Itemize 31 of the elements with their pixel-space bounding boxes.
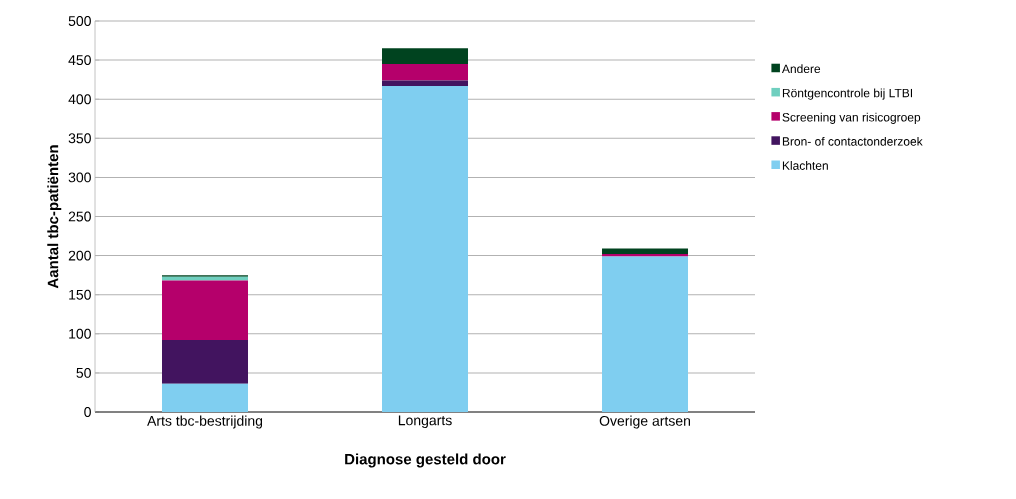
bar (602, 256, 689, 412)
legend-label: Röntgencontrole bij LTBI (782, 88, 913, 100)
y-tick-label: 250 (68, 211, 91, 222)
x-tick-label: Longarts (398, 415, 452, 429)
y-tick-label: 50 (76, 367, 91, 378)
y-tick-label: 100 (69, 328, 91, 339)
legend-label: Screening van risicogroep (782, 112, 921, 124)
x-tick-label: Overige artsen (599, 415, 690, 429)
y-tick-label: 450 (68, 55, 91, 66)
y-tick-label: 500 (68, 16, 91, 26)
bar (602, 248, 689, 255)
y-axis-title: Aantal tbc-patiënten (47, 145, 62, 289)
x-axis-title: Diagnose gesteld door (345, 453, 506, 468)
y-tick-label: 300 (68, 172, 91, 183)
bar (382, 48, 468, 65)
legend-label: Klachten (782, 161, 828, 170)
bar (382, 85, 468, 412)
y-tick-label: 400 (68, 94, 91, 105)
bar (162, 276, 249, 281)
bar (162, 280, 249, 341)
y-tick-label: 200 (68, 250, 91, 261)
bar (162, 340, 249, 384)
legend-label: Bron- of contactonderzoek (782, 136, 923, 146)
y-tick-label: 150 (69, 289, 91, 300)
bar (162, 383, 249, 412)
bar (382, 64, 468, 81)
x-tick-label: Arts tbc-bestrijding (147, 415, 263, 429)
bar (382, 80, 468, 86)
y-tick-label: 350 (68, 133, 91, 144)
legend-label: Andere (781, 64, 821, 74)
y-tick-label: 0 (84, 407, 91, 417)
